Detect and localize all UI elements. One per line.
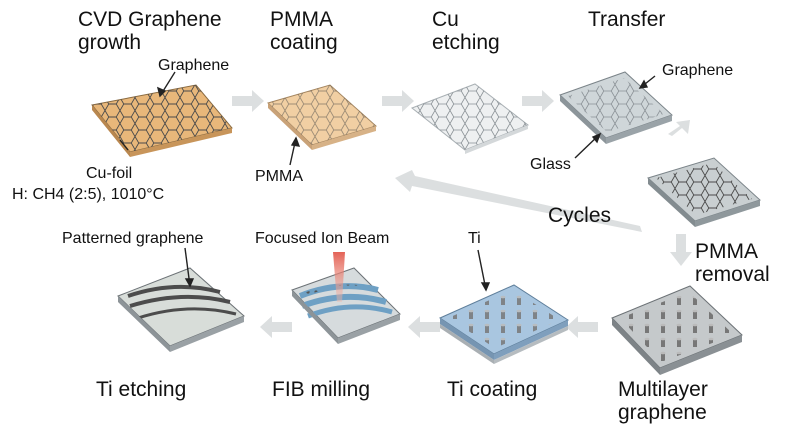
- step-label-transfer: Transfer: [588, 8, 666, 31]
- arrow-8: [260, 316, 292, 338]
- callout-conditions: H: CH4 (2:5), 1010°C: [12, 186, 165, 203]
- step-label-cu-etching: Cu etching: [432, 8, 500, 55]
- step-label-pmma-coating: PMMA coating: [270, 8, 338, 55]
- callout-focused-ion-beam: Focused Ion Beam: [255, 230, 390, 247]
- glass-sample: [559, 71, 673, 144]
- arrow-5: [670, 234, 692, 266]
- pmma-sample: [267, 84, 378, 150]
- step-label-ti-etching: Ti etching: [96, 378, 187, 401]
- callout-ti: Ti: [468, 230, 481, 247]
- step-label-pmma-removal: PMMA removal: [695, 240, 770, 287]
- callout-patterned-graphene: Patterned graphene: [62, 230, 204, 247]
- arrow-3: [522, 90, 554, 112]
- cu-foil-sample: [91, 84, 233, 157]
- step-label-fib-milling: FIB milling: [272, 378, 371, 401]
- callout-cu-foil: Cu-foil: [86, 165, 133, 182]
- multilayer-sample: [611, 285, 743, 375]
- arrow-6: [566, 316, 598, 338]
- callout-graphene-2: Graphene: [662, 62, 734, 79]
- arrow-7: [408, 316, 440, 338]
- step-label-cvd: CVD Graphene growth: [78, 8, 222, 55]
- arrow-2: [382, 90, 414, 112]
- arrow-1: [232, 90, 264, 112]
- step-label-multilayer: Multilayer graphene: [618, 378, 708, 425]
- arrow-4: [668, 120, 690, 136]
- ion-beam: [333, 252, 345, 302]
- cycles-arrow: [395, 170, 642, 232]
- ti-coated-sample: [438, 284, 570, 364]
- callout-pmma: PMMA: [255, 168, 303, 185]
- callout-pointers: [119, 71, 656, 292]
- callout-cycles: Cycles: [548, 204, 612, 227]
- callout-graphene-1: Graphene: [158, 57, 230, 74]
- stacked-sample: [647, 157, 761, 227]
- etched-sample: [411, 83, 529, 154]
- flow-arrows: [232, 90, 692, 338]
- step-label-ti-coating: Ti coating: [447, 378, 538, 401]
- patterned-sample: [117, 267, 245, 352]
- fib-sample: [291, 267, 401, 344]
- callout-glass: Glass: [530, 156, 571, 173]
